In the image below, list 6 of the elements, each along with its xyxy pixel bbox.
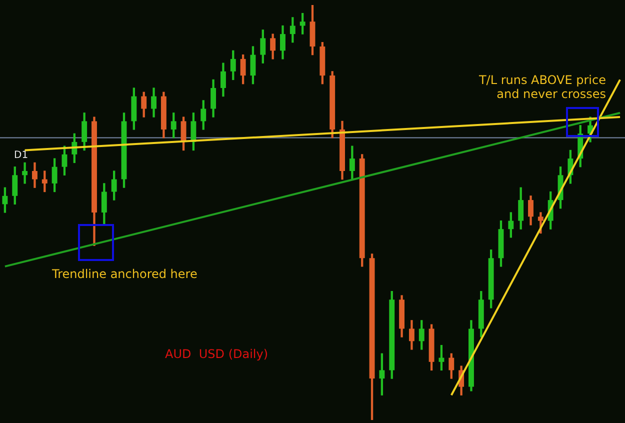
annotation: and never crosses (496, 87, 606, 101)
candlestick (22, 162, 28, 184)
annotation: D1 (14, 150, 28, 161)
annotation: Trendline anchored here (51, 267, 198, 281)
annotation: T/L runs ABOVE price (478, 73, 606, 87)
text: AUD USD (Daily) (165, 347, 268, 361)
